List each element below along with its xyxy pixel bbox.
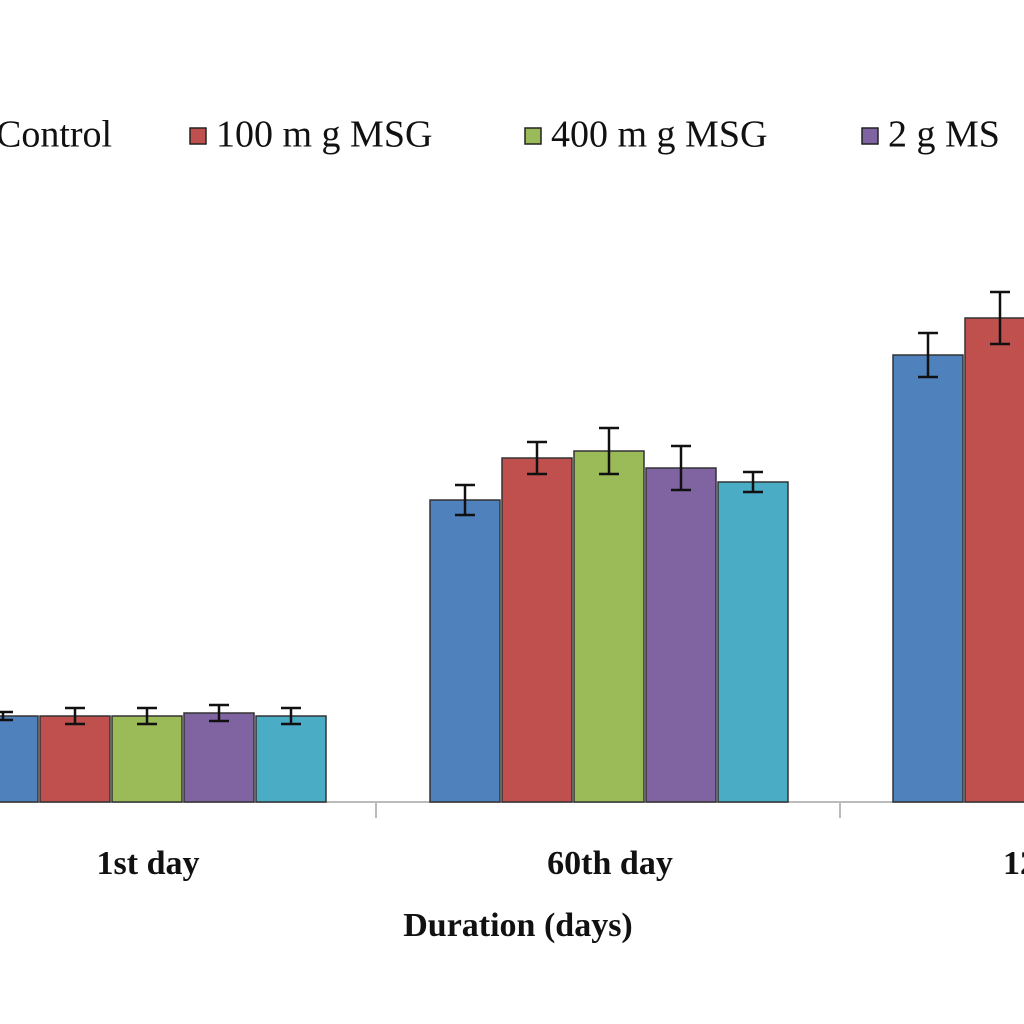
- legend-label: 2 g MS: [888, 114, 1000, 156]
- bar: [429, 499, 501, 803]
- bar: [573, 450, 645, 803]
- bar: [0, 715, 39, 803]
- bar: [39, 715, 111, 803]
- legend-label: 100 m g MSG: [216, 114, 432, 156]
- bar: [645, 467, 717, 803]
- legend-swatch: [861, 127, 879, 145]
- bar: [501, 457, 573, 803]
- bar: [183, 712, 255, 803]
- legend-swatch: [189, 127, 207, 145]
- x-tick-label: 1st day: [97, 845, 200, 882]
- bar: [717, 481, 789, 803]
- bar: [111, 715, 183, 803]
- legend-swatch: [524, 127, 542, 145]
- x-axis-label: Duration (days): [403, 907, 633, 944]
- bar: [892, 354, 964, 803]
- x-tick-label: 12: [1003, 845, 1024, 882]
- bar: [255, 715, 327, 803]
- bar: [964, 317, 1024, 803]
- legend-label: 400 m g MSG: [551, 114, 767, 156]
- x-tick-label: 60th day: [547, 845, 673, 882]
- legend-label: Control: [0, 114, 112, 156]
